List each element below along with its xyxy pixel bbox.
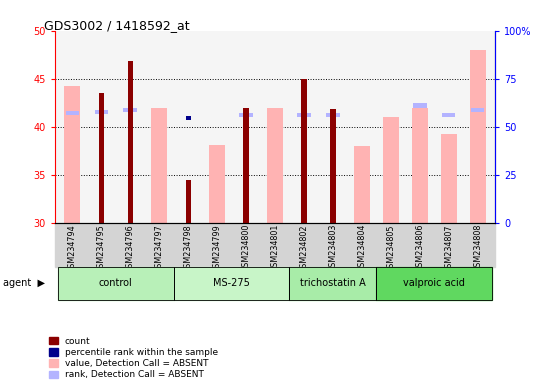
Bar <box>209 145 225 223</box>
Text: GDS3002 / 1418592_at: GDS3002 / 1418592_at <box>44 19 190 32</box>
Bar <box>301 79 306 223</box>
Bar <box>239 113 253 117</box>
Bar <box>128 61 133 223</box>
Bar <box>442 113 455 117</box>
Text: agent  ▶: agent ▶ <box>3 278 45 288</box>
Bar <box>65 111 79 115</box>
Bar <box>470 50 486 223</box>
Bar <box>412 108 428 223</box>
Text: MS-275: MS-275 <box>213 278 250 288</box>
Text: control: control <box>99 278 133 288</box>
Bar <box>185 116 191 121</box>
Text: valproic acid: valproic acid <box>403 278 465 288</box>
Bar <box>441 134 456 223</box>
Bar <box>244 108 249 223</box>
Text: trichostatin A: trichostatin A <box>300 278 366 288</box>
Bar <box>98 93 104 223</box>
Bar <box>331 109 336 223</box>
Bar <box>267 108 283 223</box>
Bar <box>124 108 137 112</box>
Bar <box>383 117 399 223</box>
Bar <box>185 179 191 223</box>
Bar <box>151 108 167 223</box>
Bar <box>326 113 340 117</box>
Bar <box>413 103 426 108</box>
Bar <box>297 113 311 117</box>
Bar <box>64 86 80 223</box>
Bar <box>95 110 108 114</box>
Bar <box>354 146 370 223</box>
Bar <box>471 108 485 112</box>
Legend: count, percentile rank within the sample, value, Detection Call = ABSENT, rank, : count, percentile rank within the sample… <box>48 337 218 379</box>
